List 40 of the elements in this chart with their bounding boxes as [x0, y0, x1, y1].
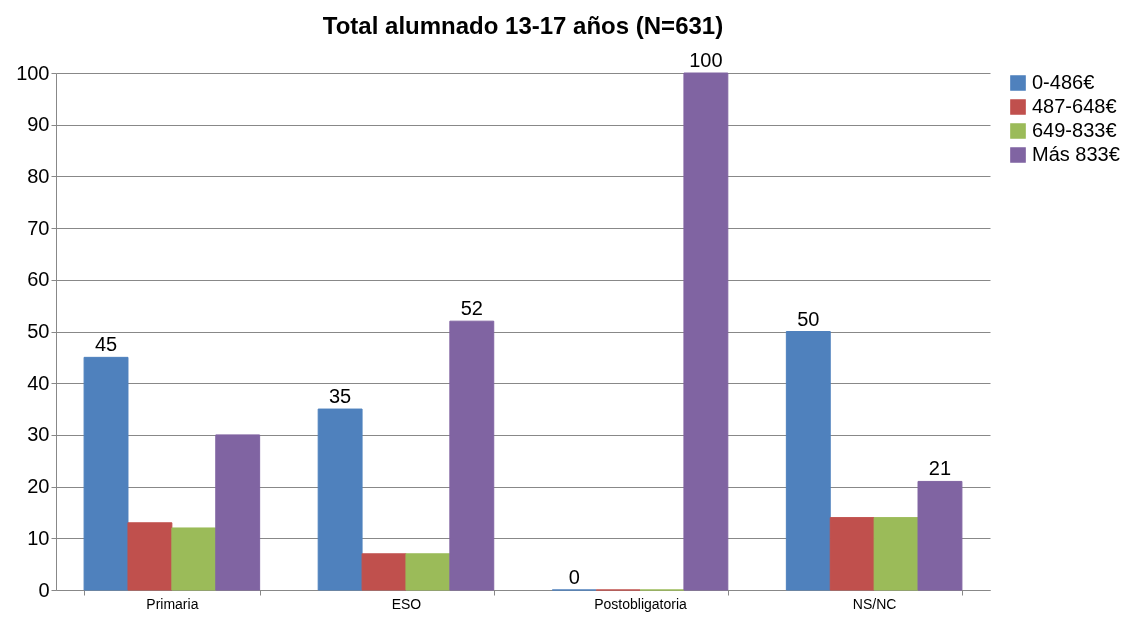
bar: [917, 480, 963, 591]
bar: [361, 553, 407, 591]
x-tick-label: Postobligatoria: [594, 595, 688, 612]
y-tick-label: 70: [27, 216, 50, 239]
data-label: 52: [460, 297, 483, 320]
y-tick-label: 80: [27, 164, 50, 187]
legend-label: 0-486€: [1032, 71, 1095, 93]
x-tick-label: ESO: [391, 595, 422, 612]
bar: [873, 517, 919, 591]
y-tick-label: 10: [27, 526, 50, 549]
bar: [449, 320, 495, 591]
bar: [215, 434, 261, 591]
data-label: 50: [797, 307, 820, 330]
bar: [683, 72, 729, 591]
bar: [171, 527, 217, 591]
bar: [83, 356, 129, 591]
data-label: 21: [928, 457, 952, 480]
bar: [127, 522, 173, 591]
x-tick-label: NS/NC: [852, 595, 897, 612]
bar: [785, 331, 831, 591]
y-tick-label: 90: [27, 113, 50, 136]
data-label: 45: [94, 333, 118, 356]
data-label: 100: [689, 49, 723, 71]
y-tick-label: 100: [16, 61, 50, 84]
legend-label: Más 833€: [1032, 143, 1120, 165]
y-tick-label: 60: [27, 268, 50, 291]
y-tick-label: 0: [38, 578, 50, 601]
bar: [829, 517, 875, 591]
y-tick-label: 30: [27, 423, 50, 446]
y-tick-label: 40: [27, 371, 50, 394]
data-label: 0: [568, 566, 580, 588]
legend-label: 649-833€: [1032, 119, 1117, 141]
chart-title: Total alumnado 13-17 años (N=631): [322, 12, 724, 39]
x-tick-label: Primaria: [146, 595, 199, 612]
bar: [405, 553, 451, 591]
bar: [317, 408, 363, 591]
legend-label: 487-648€: [1032, 95, 1117, 117]
y-tick-label: 50: [27, 320, 50, 342]
data-label: 35: [329, 385, 352, 408]
y-tick-label: 20: [27, 475, 50, 498]
